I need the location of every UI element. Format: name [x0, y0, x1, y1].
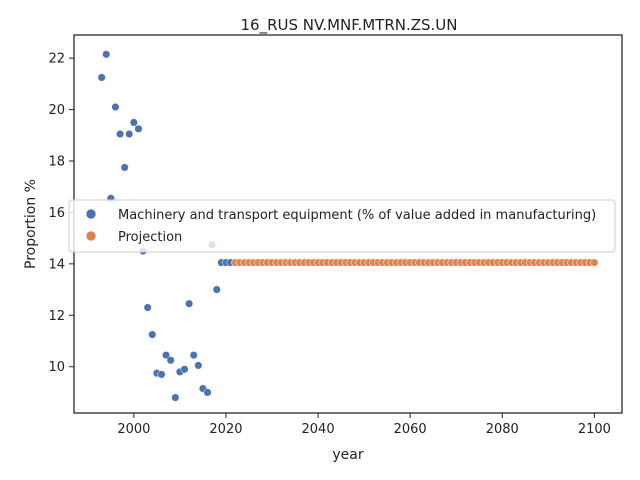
legend-marker-projection [86, 231, 96, 241]
data-point-historical [195, 362, 203, 370]
data-point-historical [181, 365, 189, 373]
data-point-historical [213, 286, 221, 294]
y-tick-label: 16 [48, 206, 65, 221]
y-axis-title: Proportion % [23, 179, 39, 269]
data-point-historical [158, 371, 166, 379]
y-tick-label: 12 [48, 309, 65, 324]
data-point-projection [591, 259, 599, 267]
data-point-historical [130, 119, 138, 127]
y-tick-label: 22 [48, 52, 65, 67]
x-axis-title: year [332, 447, 363, 463]
x-tick-label: 2040 [302, 422, 335, 437]
data-point-historical [144, 304, 152, 312]
data-point-historical [125, 130, 133, 138]
data-point-historical [112, 103, 120, 111]
data-point-historical [204, 389, 212, 397]
x-tick-label: 2020 [209, 422, 242, 437]
legend-label-projection: Projection [118, 230, 182, 245]
data-point-historical [102, 50, 110, 58]
data-point-historical [148, 331, 156, 339]
data-point-historical [190, 351, 198, 359]
legend: Machinery and transport equipment (% of … [69, 200, 615, 252]
x-tick-label: 2060 [394, 422, 427, 437]
y-tick-label: 14 [48, 257, 65, 272]
chart-title: 16_RUS NV.MNF.MTRN.ZS.UN [240, 16, 457, 35]
data-point-historical [98, 74, 106, 82]
legend-label-machinery: Machinery and transport equipment (% of … [118, 208, 596, 223]
legend-marker-machinery [86, 209, 96, 219]
data-point-historical [135, 125, 143, 133]
data-point-historical [167, 356, 175, 364]
x-tick-label: 2000 [117, 422, 150, 437]
data-point-historical [116, 130, 124, 138]
y-tick-label: 18 [48, 155, 65, 170]
x-tick-label: 2080 [486, 422, 519, 437]
y-tick-label: 10 [48, 360, 65, 375]
data-point-historical [185, 300, 193, 308]
data-point-historical [121, 164, 129, 172]
data-point-historical [172, 394, 180, 402]
x-tick-label: 2100 [578, 422, 611, 437]
y-tick-label: 20 [48, 103, 65, 118]
